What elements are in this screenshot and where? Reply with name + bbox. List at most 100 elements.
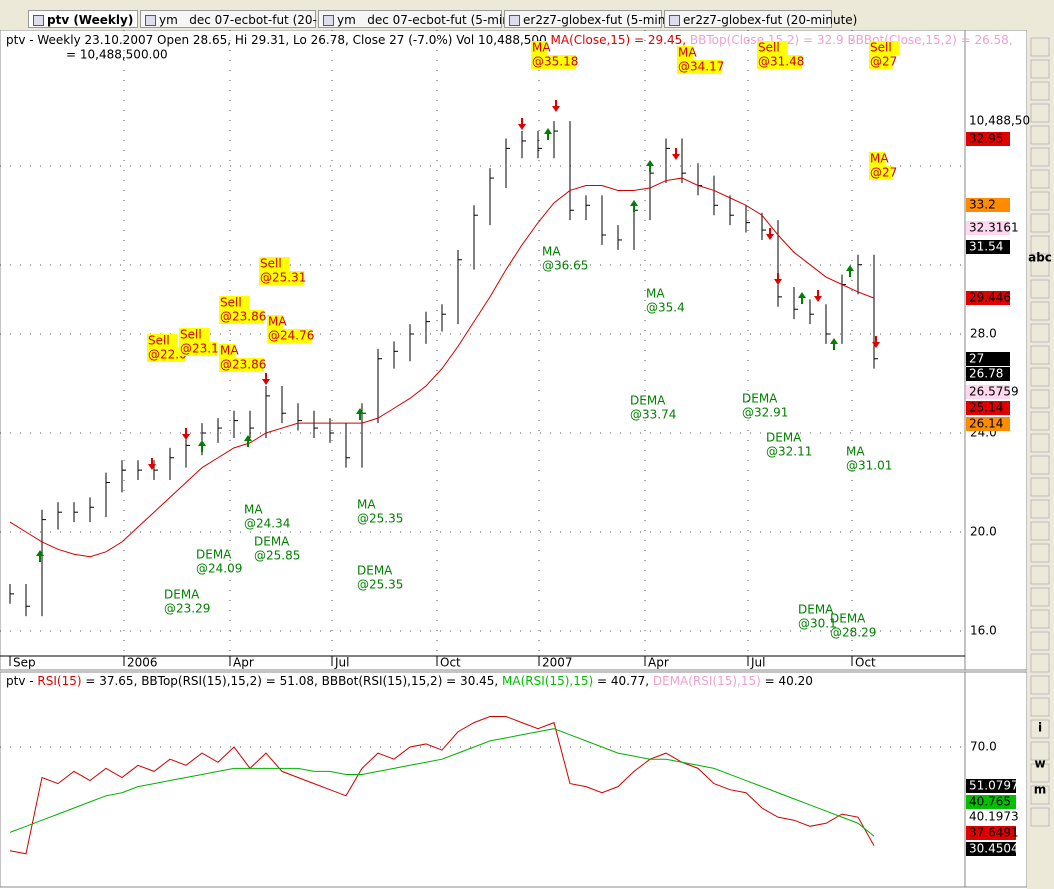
tool-button[interactable]: [1030, 697, 1050, 717]
rsi-label-bg: [966, 826, 1016, 840]
tool-button[interactable]: [1030, 37, 1050, 57]
rsi-label: 40.1973: [969, 810, 1019, 824]
tool-button[interactable]: [1030, 521, 1050, 541]
annotation: @33.74: [630, 408, 676, 422]
tool-button[interactable]: [1030, 257, 1050, 277]
tool-button[interactable]: [1030, 631, 1050, 651]
text-part: = 40.77,: [593, 674, 653, 688]
annotation: DEMA: [766, 431, 802, 445]
annotation: @24.34: [244, 517, 290, 531]
tool-button[interactable]: [1030, 763, 1050, 783]
annotation: @22.0: [148, 348, 187, 362]
tool-button[interactable]: [1030, 741, 1050, 761]
annotation-bg: [219, 344, 236, 358]
price-tick-label: 28.0: [970, 327, 997, 341]
tool-button[interactable]: [1030, 367, 1050, 387]
signal-arrow: [846, 265, 854, 277]
tool-button[interactable]: [1030, 565, 1050, 585]
annotation-bg: [757, 55, 803, 69]
annotation: MA: [244, 503, 263, 517]
price-label-bg: [966, 240, 1010, 254]
price-label: 26.5759: [969, 385, 1019, 399]
tool-button[interactable]: [1030, 411, 1050, 431]
annotation-bg: [259, 271, 305, 285]
text-part: RSI(15): [37, 674, 81, 688]
tool-button[interactable]: [1030, 279, 1050, 299]
annotation-bg: [147, 334, 178, 348]
annotation: MA: [846, 445, 865, 459]
rsi-tick-label: 70.0: [970, 740, 997, 754]
annotation: @24.76: [268, 329, 314, 343]
signal-arrow: [182, 428, 190, 440]
tab[interactable]: ym dec 07-ecbot-fut (5-minute): [318, 10, 534, 28]
tool-button[interactable]: [1030, 323, 1050, 343]
tool-button[interactable]: [1030, 653, 1050, 673]
price-label-bg: [966, 198, 1010, 212]
tool-button[interactable]: [1030, 719, 1050, 739]
tool-button[interactable]: [1030, 301, 1050, 321]
price-label-bg: [966, 221, 1010, 235]
tool-button[interactable]: [1030, 433, 1050, 453]
tool-button[interactable]: [1030, 103, 1050, 123]
rsi-label: 40.765: [969, 795, 1011, 809]
annotation-bg: [219, 296, 250, 310]
tool-button[interactable]: [1030, 455, 1050, 475]
tool-button[interactable]: [1030, 345, 1050, 365]
tab-bar: ptv (Weekly) ym dec 07-ecbot-fut (20-minu…: [0, 0, 1054, 31]
rsi-label: 51.0797: [969, 779, 1019, 793]
annotation: MA: [542, 245, 561, 259]
annotation: MA: [678, 46, 697, 60]
annotation: Sell: [180, 328, 202, 342]
annotation: MA: [870, 152, 889, 166]
tool-button[interactable]: [1030, 81, 1050, 101]
tool-button[interactable]: [1030, 235, 1050, 255]
tab[interactable]: er2z7-globex-fut (20-minute): [664, 10, 857, 28]
price-label-bg: [966, 417, 1010, 431]
annotation: @36.65: [542, 259, 588, 273]
rsi-label-bg: [966, 810, 1016, 824]
annotation-bg: [869, 166, 893, 180]
tool-button[interactable]: [1030, 477, 1050, 497]
annotation: DEMA: [742, 392, 778, 406]
tool-button[interactable]: [1030, 125, 1050, 145]
signal-arrow: [766, 228, 774, 240]
price-header-line2: = 10,488,500.00: [66, 48, 168, 62]
text-part: = 40.20: [761, 674, 813, 688]
annotation-bg: [219, 358, 265, 372]
annotation: @23.29: [164, 602, 210, 616]
tab[interactable]: ptv (Weekly): [28, 10, 138, 28]
price-tick-label: 16.0: [970, 624, 997, 638]
tool-button[interactable]: [1030, 499, 1050, 519]
tab[interactable]: er2z7-globex-fut (5-minute): [504, 10, 690, 28]
tool-button[interactable]: [1030, 389, 1050, 409]
tool-button[interactable]: [1030, 675, 1050, 695]
tool-button[interactable]: [1030, 213, 1050, 233]
signal-arrow: [774, 273, 782, 285]
annotation-bg: [677, 60, 723, 74]
annotation: @23.86: [220, 310, 266, 324]
tool-button[interactable]: [1030, 785, 1050, 805]
tool-button[interactable]: [1030, 191, 1050, 211]
tool-button[interactable]: [1030, 59, 1050, 79]
tool-button[interactable]: [1030, 543, 1050, 563]
signal-arrow: [872, 336, 880, 348]
tool-button[interactable]: [1030, 169, 1050, 189]
tab[interactable]: ym dec 07-ecbot-fut (20-minute): [140, 10, 364, 28]
annotation: DEMA: [830, 612, 866, 626]
rsi-header: ptv - RSI(15) = 37.65, BBTop(RSI(15),15,…: [6, 674, 813, 688]
annotation: DEMA: [164, 588, 200, 602]
tool-button[interactable]: [1030, 609, 1050, 629]
annotation: @34.17: [678, 60, 724, 74]
tool-button[interactable]: [1030, 147, 1050, 167]
tool-button[interactable]: [1030, 587, 1050, 607]
annotation-bg: [677, 46, 694, 60]
annotation-bg: [869, 41, 900, 55]
tool-button[interactable]: [1030, 807, 1050, 827]
price-label-bg: [966, 367, 1010, 381]
rsi-label-bg: [966, 842, 1016, 856]
x-tick-label: Sep: [13, 656, 36, 670]
rsi-ma-line: [9, 728, 875, 837]
annotation: MA: [220, 344, 239, 358]
annotation-bg: [267, 315, 284, 329]
